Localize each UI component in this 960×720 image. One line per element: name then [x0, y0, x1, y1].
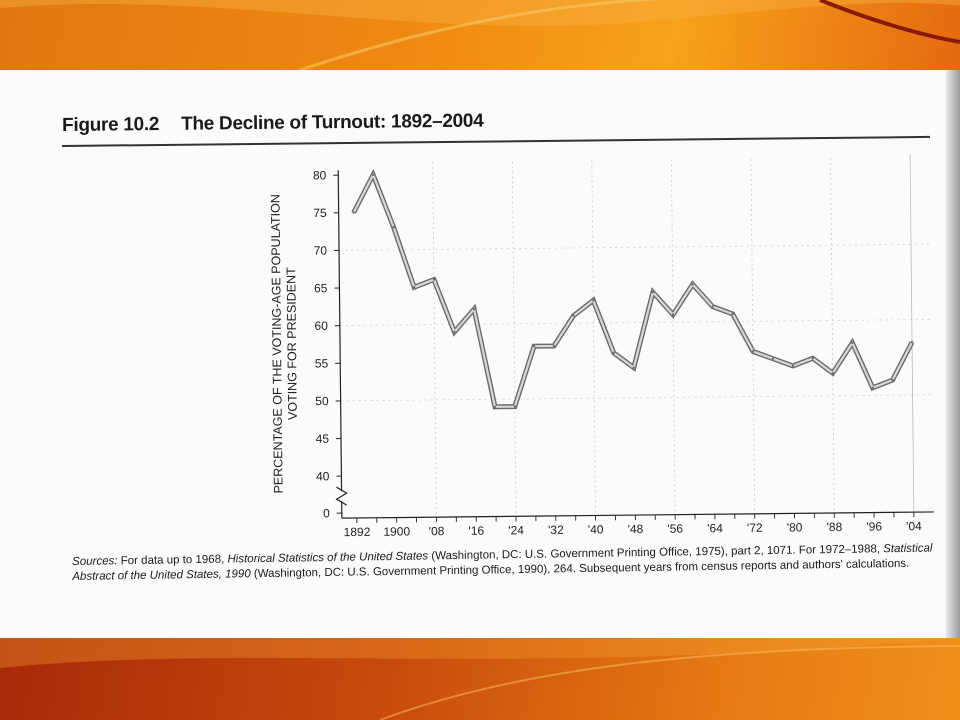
y-tick-label: 45	[316, 432, 330, 446]
data-point	[392, 226, 395, 229]
data-point	[412, 286, 416, 289]
x-tick-label: '64	[707, 521, 723, 535]
x-tick-label: 1900	[383, 524, 410, 538]
data-point	[811, 357, 814, 360]
data-point	[831, 371, 834, 375]
horizontal-gridline	[339, 319, 932, 327]
data-point	[771, 357, 775, 360]
data-point	[910, 341, 914, 344]
bottom-swoosh-decoration	[0, 638, 960, 720]
x-tick-label: '80	[787, 520, 803, 534]
x-axis-line	[341, 511, 934, 519]
data-point	[552, 344, 556, 348]
x-tick-label: '48	[628, 522, 644, 536]
data-point	[513, 405, 517, 408]
y-tick-label: 60	[314, 319, 328, 333]
y-tick-label: 70	[314, 244, 328, 258]
y-tick-label: 50	[315, 394, 329, 408]
y-axis-line	[337, 170, 343, 492]
data-point	[851, 341, 854, 345]
x-tick-label: '08	[429, 524, 445, 538]
y-tick-label: 65	[314, 281, 328, 295]
y-tick-label: 0	[323, 506, 330, 520]
data-point	[371, 173, 375, 176]
y-tick-label: 80	[313, 168, 327, 182]
data-point	[432, 278, 436, 281]
page-edge-shadow	[946, 70, 960, 638]
horizontal-gridline	[340, 394, 933, 402]
x-tick-label: '88	[827, 520, 843, 534]
y-tick-label: 75	[313, 206, 327, 220]
data-point	[472, 307, 476, 311]
top-swoosh-decoration	[0, 0, 960, 70]
y-axis-title-line: VOTING FOR PRESIDENT	[284, 267, 300, 420]
data-point	[592, 299, 595, 302]
vertical-gridline	[591, 160, 596, 516]
data-point	[731, 312, 734, 316]
data-point	[612, 351, 615, 355]
data-point	[871, 386, 874, 389]
x-tick-label: '16	[468, 524, 484, 538]
x-tick-label: '40	[588, 522, 604, 536]
y-axis-title: PERCENTAGE OF THE VOTING-AGE POPULATIONV…	[268, 194, 300, 494]
x-tick-label: '04	[906, 519, 922, 533]
vertical-gridline	[830, 157, 835, 513]
x-tick-label: '32	[548, 523, 564, 537]
bottom-decorative-band	[0, 638, 960, 720]
vertical-gridline	[511, 161, 517, 517]
data-point	[572, 314, 575, 317]
data-point	[751, 350, 755, 353]
data-point	[352, 211, 355, 214]
x-tick-label: 1892	[344, 525, 371, 539]
horizontal-gridline	[339, 243, 932, 251]
y-axis-title-line: PERCENTAGE OF THE VOTING-AGE POPULATION	[268, 194, 285, 493]
data-point	[532, 344, 536, 348]
data-point	[493, 405, 497, 408]
data-point	[671, 313, 675, 316]
scanned-page	[0, 70, 960, 638]
vertical-gridline	[670, 159, 676, 515]
data-point	[651, 291, 655, 294]
data-point	[891, 378, 894, 382]
data-point	[632, 366, 635, 369]
y-tick-label: 55	[315, 356, 329, 370]
top-decorative-band	[0, 0, 960, 70]
x-tick-label: '96	[866, 519, 882, 533]
x-tick-label: '24	[508, 523, 524, 537]
vertical-gridline	[750, 158, 756, 514]
vertical-gridline	[432, 162, 437, 518]
data-point	[453, 330, 456, 334]
data-point	[711, 305, 714, 308]
data-point	[791, 364, 795, 368]
right-frame-line	[909, 154, 915, 513]
x-tick-label: '56	[667, 522, 683, 536]
y-tick-label: 40	[316, 469, 330, 483]
y-axis-break-mark	[335, 486, 348, 506]
data-point	[691, 283, 694, 286]
x-tick-label: '72	[747, 521, 763, 535]
